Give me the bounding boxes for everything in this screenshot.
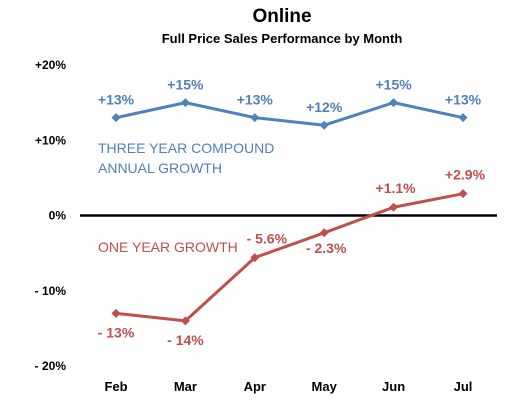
data-point [389,98,399,108]
data-label: +13% [98,92,135,108]
x-tick-label: Jun [382,379,405,394]
series-three-year: +13% +15% +13% +12% +15% +13% THREE YEAR COMPO… [98,77,482,176]
data-label: +2.9% [445,167,486,183]
data-label: +13% [445,92,482,108]
data-label: - 14% [167,332,204,348]
data-point [111,308,121,318]
x-tick-label: Jul [454,379,473,394]
data-point [250,253,260,263]
y-axis-ticks: +20% +10% 0% - 10% - 20% [35,58,67,373]
chart-subtitle: Full Price Sales Performance by Month [162,31,403,46]
data-point [180,316,190,326]
series-layer: +13% +15% +13% +12% +15% +13% THREE YEAR COMPO… [98,77,486,348]
data-label: +12% [306,99,343,115]
series-annotation: ANNUAL GROWTH [98,160,222,176]
series-one-year: - 13% - 14% - 5.6% - 2.3% +1.1% +2.9% ONE YEAR… [98,167,486,348]
series-annotation: THREE YEAR COMPOUND [98,140,274,156]
data-label: +15% [375,77,412,93]
data-point [319,228,329,238]
y-tick-label: - 20% [35,359,67,373]
data-point [319,120,329,130]
series-annotation: ONE YEAR GROWTH [98,239,238,255]
chart-title: Online [252,6,311,27]
data-point [458,113,468,123]
data-point [180,98,190,108]
data-point [250,113,260,123]
data-label: +13% [237,92,274,108]
x-tick-label: Apr [244,379,266,394]
data-label: - 2.3% [306,240,347,256]
y-tick-label: 0% [49,209,67,223]
y-tick-label: +10% [35,133,66,147]
series-line [115,101,464,127]
x-axis-ticks: Feb Mar Apr May Jun Jul [104,379,472,394]
data-point [389,202,399,212]
data-label: - 5.6% [247,231,288,247]
series-line [115,192,464,323]
x-tick-label: Feb [104,379,127,394]
data-point [111,113,121,123]
data-label: +15% [167,77,204,93]
x-tick-label: May [312,379,338,394]
data-point [458,189,468,199]
y-tick-label: +20% [35,58,66,72]
data-label: - 13% [98,324,135,340]
x-tick-label: Mar [174,379,197,394]
data-label: +1.1% [376,180,417,196]
y-tick-label: - 10% [35,284,67,298]
